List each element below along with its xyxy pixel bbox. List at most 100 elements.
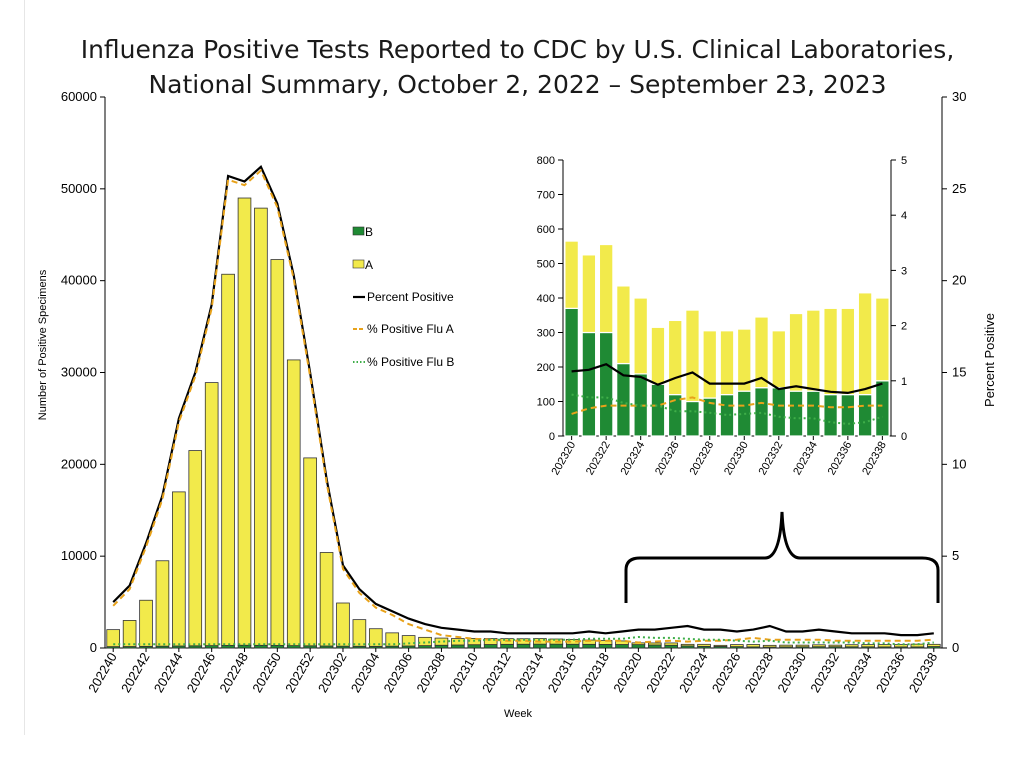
chart-title-line-1: Influenza Positive Tests Reported to CDC…	[80, 35, 955, 64]
x-tick-label: 202314	[512, 650, 547, 695]
bar-A-202301	[319, 552, 334, 647]
y-tick-label: 600	[537, 224, 555, 236]
bar-A-202321	[581, 254, 597, 334]
y-tick-label: 700	[537, 190, 555, 202]
bar-A-202320	[564, 240, 579, 309]
legend-label: % Positive Flu A	[367, 322, 454, 336]
bar-B-202322	[664, 644, 679, 649]
bar-A-202337	[857, 292, 873, 396]
bar-B-202336	[840, 394, 856, 437]
y-tick-label: 10000	[61, 548, 97, 563]
bar-A-202249	[254, 207, 268, 646]
y-tick-label: 500	[537, 259, 555, 271]
x-tick-label: 202324	[676, 650, 711, 695]
x-tick-label: 202320	[610, 650, 645, 695]
x-tick-label: 202308	[413, 650, 448, 695]
legend-label-B: B	[365, 225, 373, 239]
bar-A-202330	[736, 328, 752, 392]
bar-A-202245	[188, 450, 203, 647]
y2-tick-label: 30	[952, 89, 966, 104]
bar-A-202336	[894, 644, 908, 648]
bar-A-202334	[805, 309, 821, 392]
bar-B-202317	[582, 643, 596, 649]
bar-A-202321	[647, 642, 662, 646]
legend-label: Percent Positive	[367, 290, 454, 304]
bar-B-202332	[771, 387, 787, 437]
bar-B-202333	[788, 390, 804, 437]
page-left-rule	[24, 0, 25, 735]
bar-A-202331	[754, 316, 769, 389]
line-percent-positive	[571, 362, 883, 395]
legend-swatch-A	[352, 259, 365, 269]
y-axis-title: Number of Positive Specimens	[37, 269, 49, 420]
x-tick-label: 202246	[184, 650, 219, 695]
bar-A-202337	[910, 643, 925, 648]
x-tick-label: 202332	[807, 650, 842, 695]
bar-B-202318	[598, 644, 613, 649]
bar-A-202329	[779, 644, 793, 648]
x-axis-title: Week	[504, 708, 532, 720]
chart-legend: B A Percent Positive % Positive Flu A % Posi…	[352, 225, 454, 369]
bar-B-202337	[857, 394, 873, 437]
x-tick-label: 202326	[709, 650, 744, 695]
x-tick-label: 202338	[906, 650, 941, 695]
bar-A-202334	[861, 644, 875, 648]
bar-B-202320	[564, 307, 579, 437]
x-tick-label: 202244	[151, 650, 186, 695]
bar-B-202320	[631, 644, 646, 649]
line--positive-flu-b	[113, 635, 934, 646]
bar-B-202322	[598, 331, 614, 437]
y2-tick-label: 1	[901, 376, 907, 388]
legend-label: % Positive Flu B	[367, 355, 454, 369]
y2-tick-label: 5	[901, 155, 907, 167]
x-tick-label: 202250	[249, 650, 284, 695]
y2-tick-label: 0	[952, 640, 959, 655]
bar-B-202315	[549, 643, 564, 649]
y-tick-label: 400	[537, 293, 555, 305]
bar-A-202325	[713, 644, 728, 647]
bar-A-202243	[155, 560, 170, 647]
y2-axis-title: Percent Positive	[982, 313, 997, 407]
bar-A-202325	[650, 326, 666, 385]
bar-A-202326	[730, 644, 744, 648]
legend-label-A: A	[365, 258, 373, 272]
bar-A-202242	[139, 599, 153, 647]
x-tick-label: 202248	[216, 650, 251, 695]
y-tick-label: 20000	[61, 456, 97, 471]
bar-A-202332	[771, 330, 787, 389]
bar-A-202338	[875, 297, 890, 382]
bar-A-202311	[483, 638, 498, 645]
bar-A-202327	[746, 644, 761, 648]
bar-A-202328	[762, 644, 777, 648]
bar-A-202331	[812, 644, 826, 648]
y-tick-label: 300	[537, 328, 555, 340]
bar-A-202303	[352, 619, 367, 647]
bar-A-202252	[303, 457, 317, 647]
bar-B-202325	[650, 383, 666, 437]
x-tick-label: 202328	[742, 650, 777, 695]
x-tick-label: 202240	[85, 650, 120, 695]
y2-tick-label: 4	[901, 210, 907, 222]
bar-A-202307	[418, 636, 432, 647]
bar-B-202321	[647, 644, 662, 649]
bar-A-202335	[877, 644, 892, 648]
y-tick-label: 100	[537, 397, 555, 409]
y-tick-label: 60000	[61, 89, 97, 104]
bar-A-202247	[221, 273, 235, 646]
y-tick-label: 200	[537, 362, 555, 374]
bar-B-202311	[483, 644, 498, 649]
y2-tick-label: 5	[952, 548, 959, 563]
bar-A-202246	[204, 382, 219, 647]
x-tick-label: 202318	[577, 650, 612, 695]
y2-tick-label: 0	[901, 431, 907, 443]
bar-A-202323	[616, 285, 631, 365]
bar-A-202244	[172, 491, 186, 647]
x-tick-label: 202334	[840, 650, 875, 695]
x-tick-label: 202242	[118, 650, 153, 695]
bar-A-202338	[926, 643, 941, 647]
x-tick-label: 202302	[315, 650, 350, 695]
bar-A-202324	[697, 643, 711, 647]
y2-tick-label: 3	[901, 265, 907, 277]
bar-B-202329	[719, 394, 735, 437]
